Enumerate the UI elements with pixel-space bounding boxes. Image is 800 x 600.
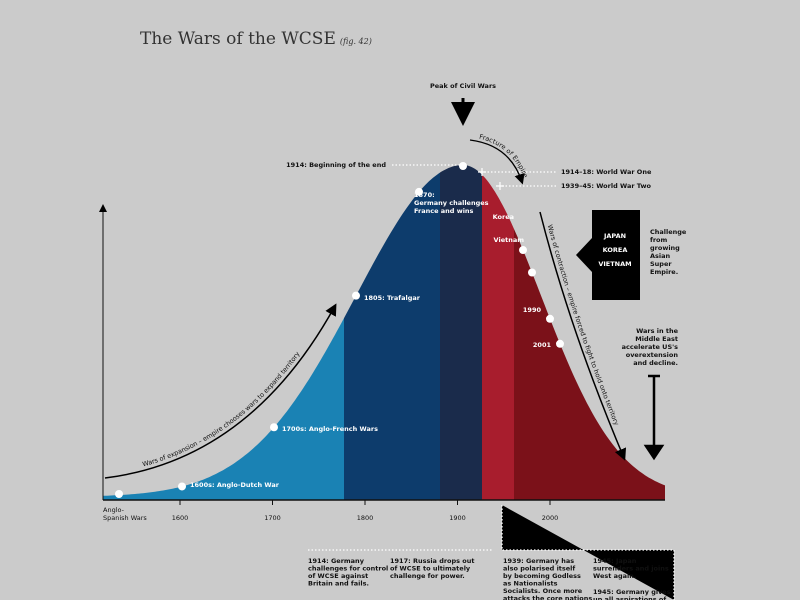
title-text: The Wars of the WCSE	[140, 29, 336, 49]
fracture-arrow	[469, 139, 525, 185]
title-note: (fig. 42)	[340, 37, 372, 46]
note-line: 1945: Germany gives	[593, 588, 671, 596]
note-line: 1914: Germany	[308, 557, 365, 565]
middle-east-note-line: overextension	[626, 351, 679, 359]
note-line: by becoming Godless	[503, 572, 581, 580]
note-line: 1939: Germany has	[503, 557, 574, 565]
era	[482, 165, 514, 500]
expansion-arrow	[104, 303, 337, 479]
note-line: Socialists. Once more	[503, 587, 583, 595]
note: 1945: Germany gives up all aspirations of	[593, 588, 671, 600]
asia-note-line: Asian	[650, 252, 671, 260]
event-label-line: 1805: Trafalgar	[364, 294, 421, 302]
event-label: 1700s: Anglo-French Wars	[282, 425, 378, 433]
country: JAPAN	[603, 232, 626, 240]
note: 1917: Russia drops out of WCSE to ultimat…	[390, 557, 475, 580]
asia-arrow	[576, 210, 640, 300]
country: KOREA	[603, 246, 628, 254]
note-line: as Nationalists	[503, 580, 558, 588]
event-label-line: Germany challenges	[414, 199, 489, 207]
event-label-line: 1600s: Anglo-Dutch War	[190, 481, 280, 489]
middle-east-note-line: and decline.	[633, 359, 678, 367]
event-label: 1870: Germany challenges France and wins	[414, 191, 489, 215]
note-line: challenges for control	[308, 565, 388, 573]
note-line: West again.	[593, 572, 636, 580]
note: 1939: Germany has also polarised itself by…	[503, 557, 592, 600]
asia-note: Challenge from growing Asian Super Empire.	[650, 228, 687, 276]
event-dot	[115, 490, 123, 498]
event-label-line: Korea	[493, 213, 514, 221]
note-line: also polarised itself	[503, 565, 575, 573]
note-line: up all aspirations of	[593, 596, 666, 600]
contraction-arrow	[539, 211, 627, 461]
event-label: Anglo-Spanish Wars	[103, 506, 147, 522]
event-label-line: 1870:	[414, 191, 435, 199]
middle-east-note: Wars in the Middle East accelerate US's ove…	[622, 327, 679, 367]
country: VIETNAM	[598, 260, 631, 268]
ww1-label: 1914–18: World War One	[561, 168, 652, 176]
note: 1914: Germany challenges for control of WC…	[308, 557, 388, 588]
tick-label: 2000	[542, 514, 559, 522]
note-line: of WCSE to ultimately	[390, 565, 471, 573]
title: The Wars of the WCSE (fig. 42)	[140, 29, 372, 49]
middle-east-note-line: accelerate US's	[622, 343, 678, 351]
event-label-line: Spanish Wars	[103, 514, 147, 522]
event-dot	[556, 339, 564, 348]
asia-note-line: from	[650, 236, 667, 244]
tick-label: 1600	[172, 514, 189, 522]
peak-dot	[459, 162, 467, 170]
cross	[478, 168, 504, 190]
tick-label: 1700	[264, 514, 281, 522]
note-line: 1917: Russia drops out	[390, 557, 475, 565]
asia-note-line: Challenge	[650, 228, 687, 236]
note: 1945: Japan surrenders and joins West agai…	[593, 557, 669, 580]
event-label: 1990	[523, 306, 542, 314]
event-label-line: Anglo-	[103, 506, 125, 514]
note-leaders	[308, 505, 675, 600]
event-label: 1805: Trafalgar	[364, 294, 421, 302]
event-label: Korea	[493, 213, 514, 221]
event-dot	[415, 187, 423, 196]
note-line: 1945: Japan	[593, 557, 637, 565]
event-label-line: 1990	[523, 306, 542, 314]
note-line: Britain and fails.	[308, 580, 369, 588]
event-label: Vietnam	[494, 236, 525, 244]
ww2-label: 1939–45: World War Two	[561, 182, 652, 190]
asia-note-line: Super	[650, 260, 672, 268]
note-line: of WCSE against	[308, 572, 368, 580]
event-dot	[352, 291, 360, 300]
event-label-line: Vietnam	[494, 236, 525, 244]
event-label: 1600s: Anglo-Dutch War	[190, 481, 280, 489]
tick-label: 1900	[449, 514, 466, 522]
note-line: attacks the core nations	[503, 595, 592, 600]
event-dot	[519, 246, 527, 255]
note-line: surrenders and joins	[593, 565, 669, 573]
event-label-line: France and wins	[414, 207, 474, 215]
era	[440, 165, 482, 500]
asia-note-line: Empire.	[650, 268, 678, 276]
decline-arrow	[643, 374, 665, 461]
event-dot	[270, 423, 278, 432]
event-label: 2001	[533, 341, 552, 349]
event-label-line: 2001	[533, 341, 552, 349]
middle-east-note-line: Middle East	[635, 335, 678, 343]
tick-label: 1800	[357, 514, 374, 522]
generated: 1600 1700 1800 1900 2000 Anglo-Spanish Wars 16…	[103, 162, 687, 600]
note-line: challenge for power.	[390, 572, 465, 580]
event-dot	[546, 314, 554, 323]
peak-label: Peak of Civil Wars	[430, 82, 496, 90]
event-label-line: 1700s: Anglo-French Wars	[282, 425, 378, 433]
beginning-label: 1914: Beginning of the end	[286, 161, 386, 169]
middle-east-note-line: Wars in the	[636, 327, 679, 335]
event-dot	[528, 268, 536, 277]
asia-note-line: growing	[650, 244, 680, 252]
event-dot	[178, 482, 186, 491]
